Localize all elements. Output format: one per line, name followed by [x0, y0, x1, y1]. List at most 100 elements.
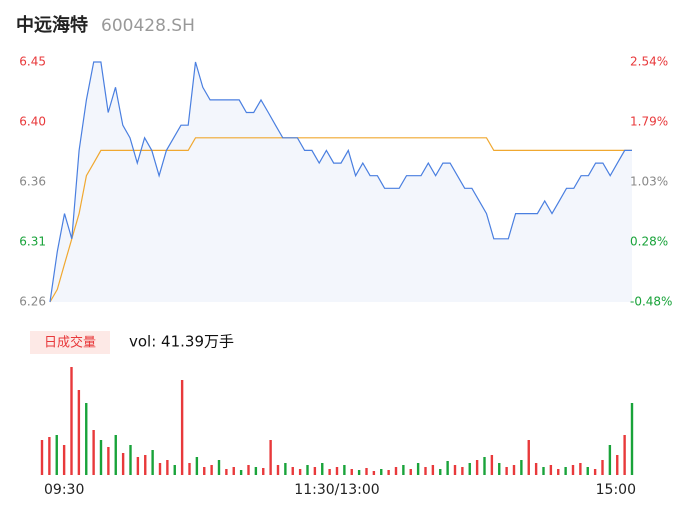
volume-bar	[114, 435, 117, 475]
legend-box	[30, 331, 110, 354]
chart-title: 中远海特	[16, 14, 88, 36]
volume-bar	[616, 455, 619, 475]
volume-bar	[99, 440, 103, 475]
price-line	[49, 61, 632, 303]
y-tick-label: 6.40	[19, 115, 46, 129]
volume-bar	[269, 440, 272, 475]
volume-bar	[70, 367, 73, 475]
chart-subtitle: 600428.SH	[101, 16, 195, 36]
volume-bar	[453, 465, 457, 475]
volume-bar	[416, 463, 420, 475]
volume-bar	[439, 469, 442, 475]
volume-bar	[121, 453, 125, 475]
volume-bar	[380, 469, 383, 475]
volume-annotation: vol: 41.39万手	[129, 333, 234, 351]
y2-tick-label: -0.48%	[630, 295, 672, 309]
volume-bar	[520, 460, 523, 475]
volume-bar	[512, 465, 516, 475]
volume-bar	[136, 457, 140, 475]
y2-tick-label: 1.03%	[630, 175, 668, 189]
volume-bar	[158, 463, 162, 475]
volume-bar	[483, 457, 486, 475]
volume-bar	[490, 455, 494, 475]
y-tick-label: 6.36	[19, 175, 46, 189]
volume-bar	[254, 467, 258, 475]
volume-bar	[387, 470, 390, 475]
volume-bar	[402, 465, 405, 475]
volume-bar	[365, 468, 368, 475]
volume-bar	[623, 435, 626, 475]
y2-tick-label: 0.28%	[630, 235, 668, 249]
volume-bar	[55, 435, 58, 475]
volume-bar	[313, 467, 317, 475]
volume-bar	[394, 467, 398, 475]
volume-bar	[321, 463, 324, 475]
volume-bar	[107, 447, 110, 475]
x-tick-label: 15:00	[596, 482, 636, 498]
volume-bar	[166, 460, 169, 475]
volume-bar	[586, 467, 589, 475]
volume-bar	[593, 469, 597, 475]
volume-bar	[505, 467, 508, 475]
volume-bar	[542, 467, 545, 475]
volume-bar	[350, 469, 353, 475]
volume-bar	[232, 467, 235, 475]
volume-bar	[564, 467, 567, 475]
x-tick-label: 09:30	[44, 482, 84, 498]
volume-bar	[409, 469, 412, 475]
y2-tick-label: 2.54%	[630, 55, 668, 69]
volume-bar	[498, 463, 501, 475]
volume-bar	[461, 467, 464, 475]
volume-bar	[601, 460, 604, 475]
volume-bar	[129, 445, 132, 475]
volume-bar	[372, 471, 376, 475]
volume-bar	[534, 463, 538, 475]
volume-bar	[306, 465, 309, 475]
volume-bar	[85, 403, 88, 475]
y-tick-label: 6.26	[19, 295, 46, 309]
volume-bar	[239, 470, 243, 475]
volume-bar	[579, 463, 582, 475]
volume-bar	[608, 445, 612, 475]
y2-tick-label: 1.79%	[630, 115, 668, 129]
volume-bar	[188, 463, 191, 475]
volume-bar	[630, 403, 634, 475]
volume-bar	[468, 463, 471, 475]
volume-bar	[424, 467, 427, 475]
x-tick-label: 11:30/13:00	[294, 482, 379, 498]
y-tick-label: 6.31	[19, 235, 46, 249]
legend-label: 日成交量	[44, 335, 96, 351]
volume-bar	[144, 455, 147, 475]
volume-bar	[335, 467, 339, 475]
volume-bar	[262, 468, 265, 475]
volume-bar	[298, 469, 302, 475]
volume-bar	[225, 469, 228, 475]
volume-bar	[195, 457, 199, 475]
volume-bar	[180, 380, 184, 475]
volume-bar	[328, 469, 331, 475]
volume-bar	[284, 463, 287, 475]
average-line	[49, 137, 632, 303]
volume-bar	[203, 467, 206, 475]
volume-bar	[446, 461, 449, 475]
volume-bar	[77, 390, 81, 475]
volume-bar	[40, 440, 44, 475]
volume-bar	[210, 465, 213, 475]
volume-bar	[151, 450, 154, 475]
volume-bar	[48, 437, 51, 475]
y-tick-label: 6.45	[19, 55, 46, 69]
volume-bar	[571, 465, 575, 475]
volume-bar	[291, 467, 294, 475]
volume-bar	[62, 445, 66, 475]
volume-bar	[247, 465, 250, 475]
volume-bar	[431, 465, 435, 475]
volume-bar	[527, 440, 530, 475]
price-area	[50, 62, 632, 302]
volume-bar	[276, 465, 280, 475]
volume-bar	[549, 465, 553, 475]
volume-bar	[343, 465, 346, 475]
volume-bar	[475, 460, 479, 475]
volume-bar	[357, 470, 361, 475]
volume-bar	[92, 430, 95, 475]
